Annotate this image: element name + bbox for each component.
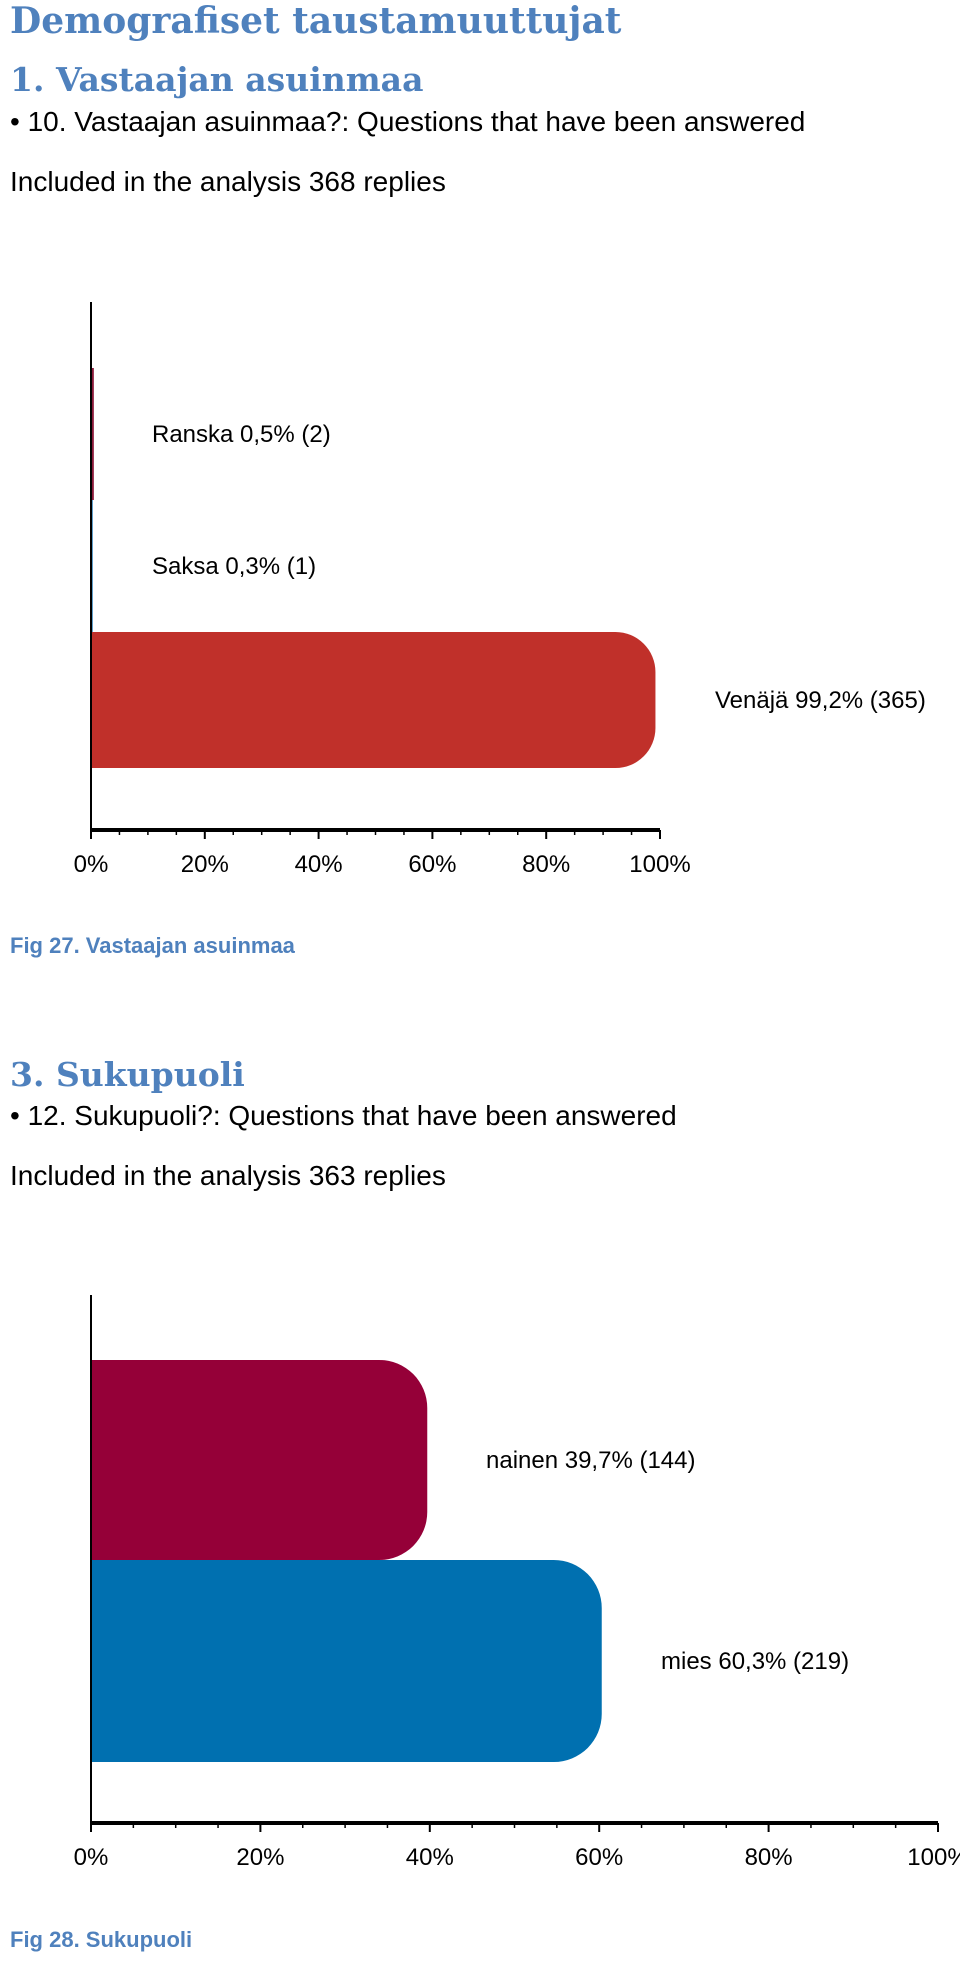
figure-caption: Fig 28. Sukupuoli — [10, 1927, 193, 1952]
x-tick-label: 60% — [575, 1844, 623, 1871]
bar-mies — [91, 1560, 602, 1762]
data-label: nainen 39,7% (144) — [486, 1447, 695, 1474]
included-count: Included in the analysis 368 replies — [10, 166, 446, 197]
data-label: mies 60,3% (219) — [661, 1648, 849, 1675]
bar-chart-sukupuoli: nainen 39,7% (144) mies 60,3% (219) 0% 20% 4… — [74, 1295, 960, 1871]
section-heading: 1. Vastaajan asuinmaa — [10, 60, 424, 99]
data-label: Ranska 0,5% (2) — [152, 421, 331, 448]
x-tick-label: 40% — [406, 1844, 454, 1871]
x-tick-label: 40% — [295, 851, 343, 878]
page-title: Demografiset taustamuuttujat — [10, 0, 622, 42]
x-tick-label: 0% — [74, 1844, 109, 1871]
bar-chart-asuinmaa: Ranska 0,5% (2) Saksa 0,3% (1) Venäjä 99,2… — [74, 302, 926, 878]
question-bullet: • 10. Vastaajan asuinmaa?: Questions tha… — [10, 106, 806, 137]
bar-nainen — [91, 1360, 428, 1560]
figure-caption: Fig 27. Vastaajan asuinmaa — [10, 933, 295, 958]
x-tick-label: 60% — [408, 851, 456, 878]
x-tick-label: 20% — [181, 851, 229, 878]
bar-venäjä — [91, 632, 656, 768]
included-count: Included in the analysis 363 replies — [10, 1160, 446, 1191]
section-heading: 3. Sukupuoli — [10, 1055, 245, 1094]
question-bullet: • 12. Sukupuoli?: Questions that have be… — [10, 1100, 677, 1131]
x-tick-label: 0% — [74, 851, 109, 878]
x-tick-label: 100% — [907, 1844, 960, 1871]
data-label: Venäjä 99,2% (365) — [715, 687, 926, 714]
x-tick-label: 20% — [236, 1844, 284, 1871]
x-tick-label: 80% — [745, 1844, 793, 1871]
data-label: Saksa 0,3% (1) — [152, 553, 316, 580]
x-tick-label: 100% — [629, 851, 690, 878]
x-tick-label: 80% — [522, 851, 570, 878]
